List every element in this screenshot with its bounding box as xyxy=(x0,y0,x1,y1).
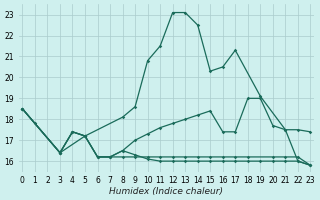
X-axis label: Humidex (Indice chaleur): Humidex (Indice chaleur) xyxy=(109,187,223,196)
